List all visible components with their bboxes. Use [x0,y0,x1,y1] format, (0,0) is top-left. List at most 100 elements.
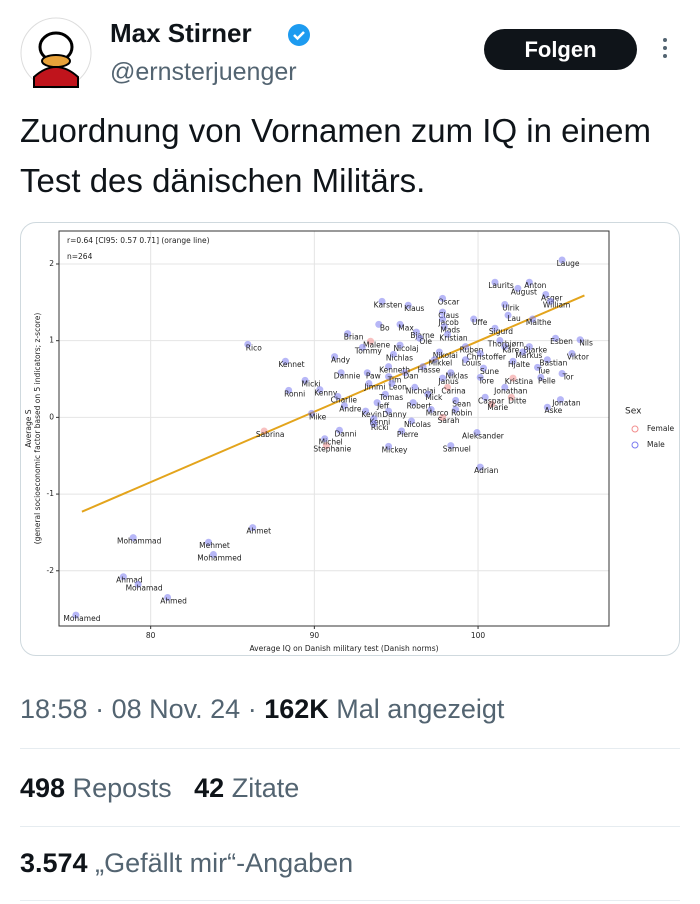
data-point [205,538,213,546]
user-name[interactable]: Max Stirner [110,18,252,48]
data-point [443,330,451,338]
data-point [488,400,496,408]
likes-count[interactable]: 3.574 [20,848,88,878]
data-point [129,534,137,542]
point-label: Adrian [474,466,499,475]
point-label: Tomas [378,393,403,402]
point-label: Tue [536,366,550,375]
data-point [476,463,484,471]
likes-row: 3.574 „Gefällt mir“-Angaben [20,848,353,879]
data-point [476,373,484,381]
data-point [285,386,293,394]
data-point [363,369,371,377]
point-label: Mickey [382,445,408,454]
legend-swatch [631,441,639,449]
legend-label: Male [647,440,665,449]
data-point [439,294,447,302]
trend-line [81,294,585,513]
point-label: Kristian [439,333,468,342]
x-axis-title: Average IQ on Danish military test (Dani… [249,644,438,653]
data-point [452,396,460,404]
point-label: August [511,287,537,296]
data-point [439,308,447,316]
point-label: Mohammed [197,554,242,563]
point-label: Ronni [284,389,305,398]
data-point [507,393,515,401]
point-label: Bastian [539,359,567,368]
more-menu[interactable] [658,36,672,62]
point-label: Sune [480,367,499,376]
point-label: Robert [407,402,432,411]
point-label: Stephanie [313,445,351,454]
point-label: Aske [544,406,562,415]
data-point [543,403,551,411]
user-handle[interactable]: @ernsterjuenger [110,58,297,86]
data-point [244,340,252,348]
data-point [164,593,172,601]
point-label: Kenny [314,389,338,398]
point-label: Samuel [443,445,471,454]
data-point [542,290,550,298]
data-point [411,383,419,391]
data-point [519,348,527,356]
point-label: Janus [437,377,458,386]
data-point [370,415,378,423]
point-label: Sabrina [256,430,285,439]
y-tick-label: 1 [49,336,54,345]
point-label: Claus [438,311,459,320]
point-label: Niklas [445,372,468,381]
data-point [496,337,504,345]
y-tick-label: 2 [49,259,54,268]
point-label: Louis [462,359,481,368]
point-label: Jonatan [551,399,581,408]
point-label: Nicholai [406,386,436,395]
data-point [439,413,447,421]
data-point [407,417,415,425]
data-point [340,402,348,410]
point-label: Uffe [472,318,488,327]
data-point [576,336,584,344]
likes-label[interactable]: „Gefällt mir“-Angaben [95,848,354,878]
point-label: Malene [363,340,391,349]
point-label: Malthe [526,318,552,327]
point-label: Leon [389,382,407,391]
data-point [514,284,522,292]
point-label: Mohammad [117,537,162,546]
point-label: Anton [524,281,546,290]
quotes-count[interactable]: 42 [194,773,225,803]
data-point [501,300,509,308]
point-label: Lau [507,314,521,323]
data-point [473,429,481,437]
stats-row: 498 Reposts 42 Zitate [20,773,299,804]
point-label: Bo [380,323,390,332]
y-tick-label: -1 [47,489,55,498]
media-card[interactable]: 80 90 100 -2 -1 0 1 2 Malene Kristina Carina Ditte M… [20,222,680,656]
point-label: Andy [331,356,351,365]
data-point [430,356,438,364]
point-label: Sarah [438,416,460,425]
data-point [119,573,127,581]
point-label: Danny [382,410,407,419]
data-point [435,348,443,356]
point-label: Robin [451,409,472,418]
avatar[interactable] [20,17,92,89]
point-label: Caspar [478,396,505,405]
data-point [365,379,373,387]
quotes-label[interactable]: Zitate [231,773,300,803]
follow-button[interactable]: Folgen [484,29,637,70]
reposts-count[interactable]: 498 [20,773,66,803]
data-point [424,390,432,398]
divider [20,748,680,749]
reposts-label[interactable]: Reposts [72,773,172,803]
date: 08 Nov. 24 [111,694,241,724]
data-point [529,315,537,323]
point-label: Jeff [376,402,390,411]
data-point [321,435,329,443]
point-label: Carina [441,386,465,395]
data-point [72,611,80,619]
point-label: Jimmi [363,382,385,391]
point-label: Oscar [438,297,461,306]
data-point [385,363,393,371]
point-label: Laurits [488,281,514,290]
plot-border [58,230,610,627]
